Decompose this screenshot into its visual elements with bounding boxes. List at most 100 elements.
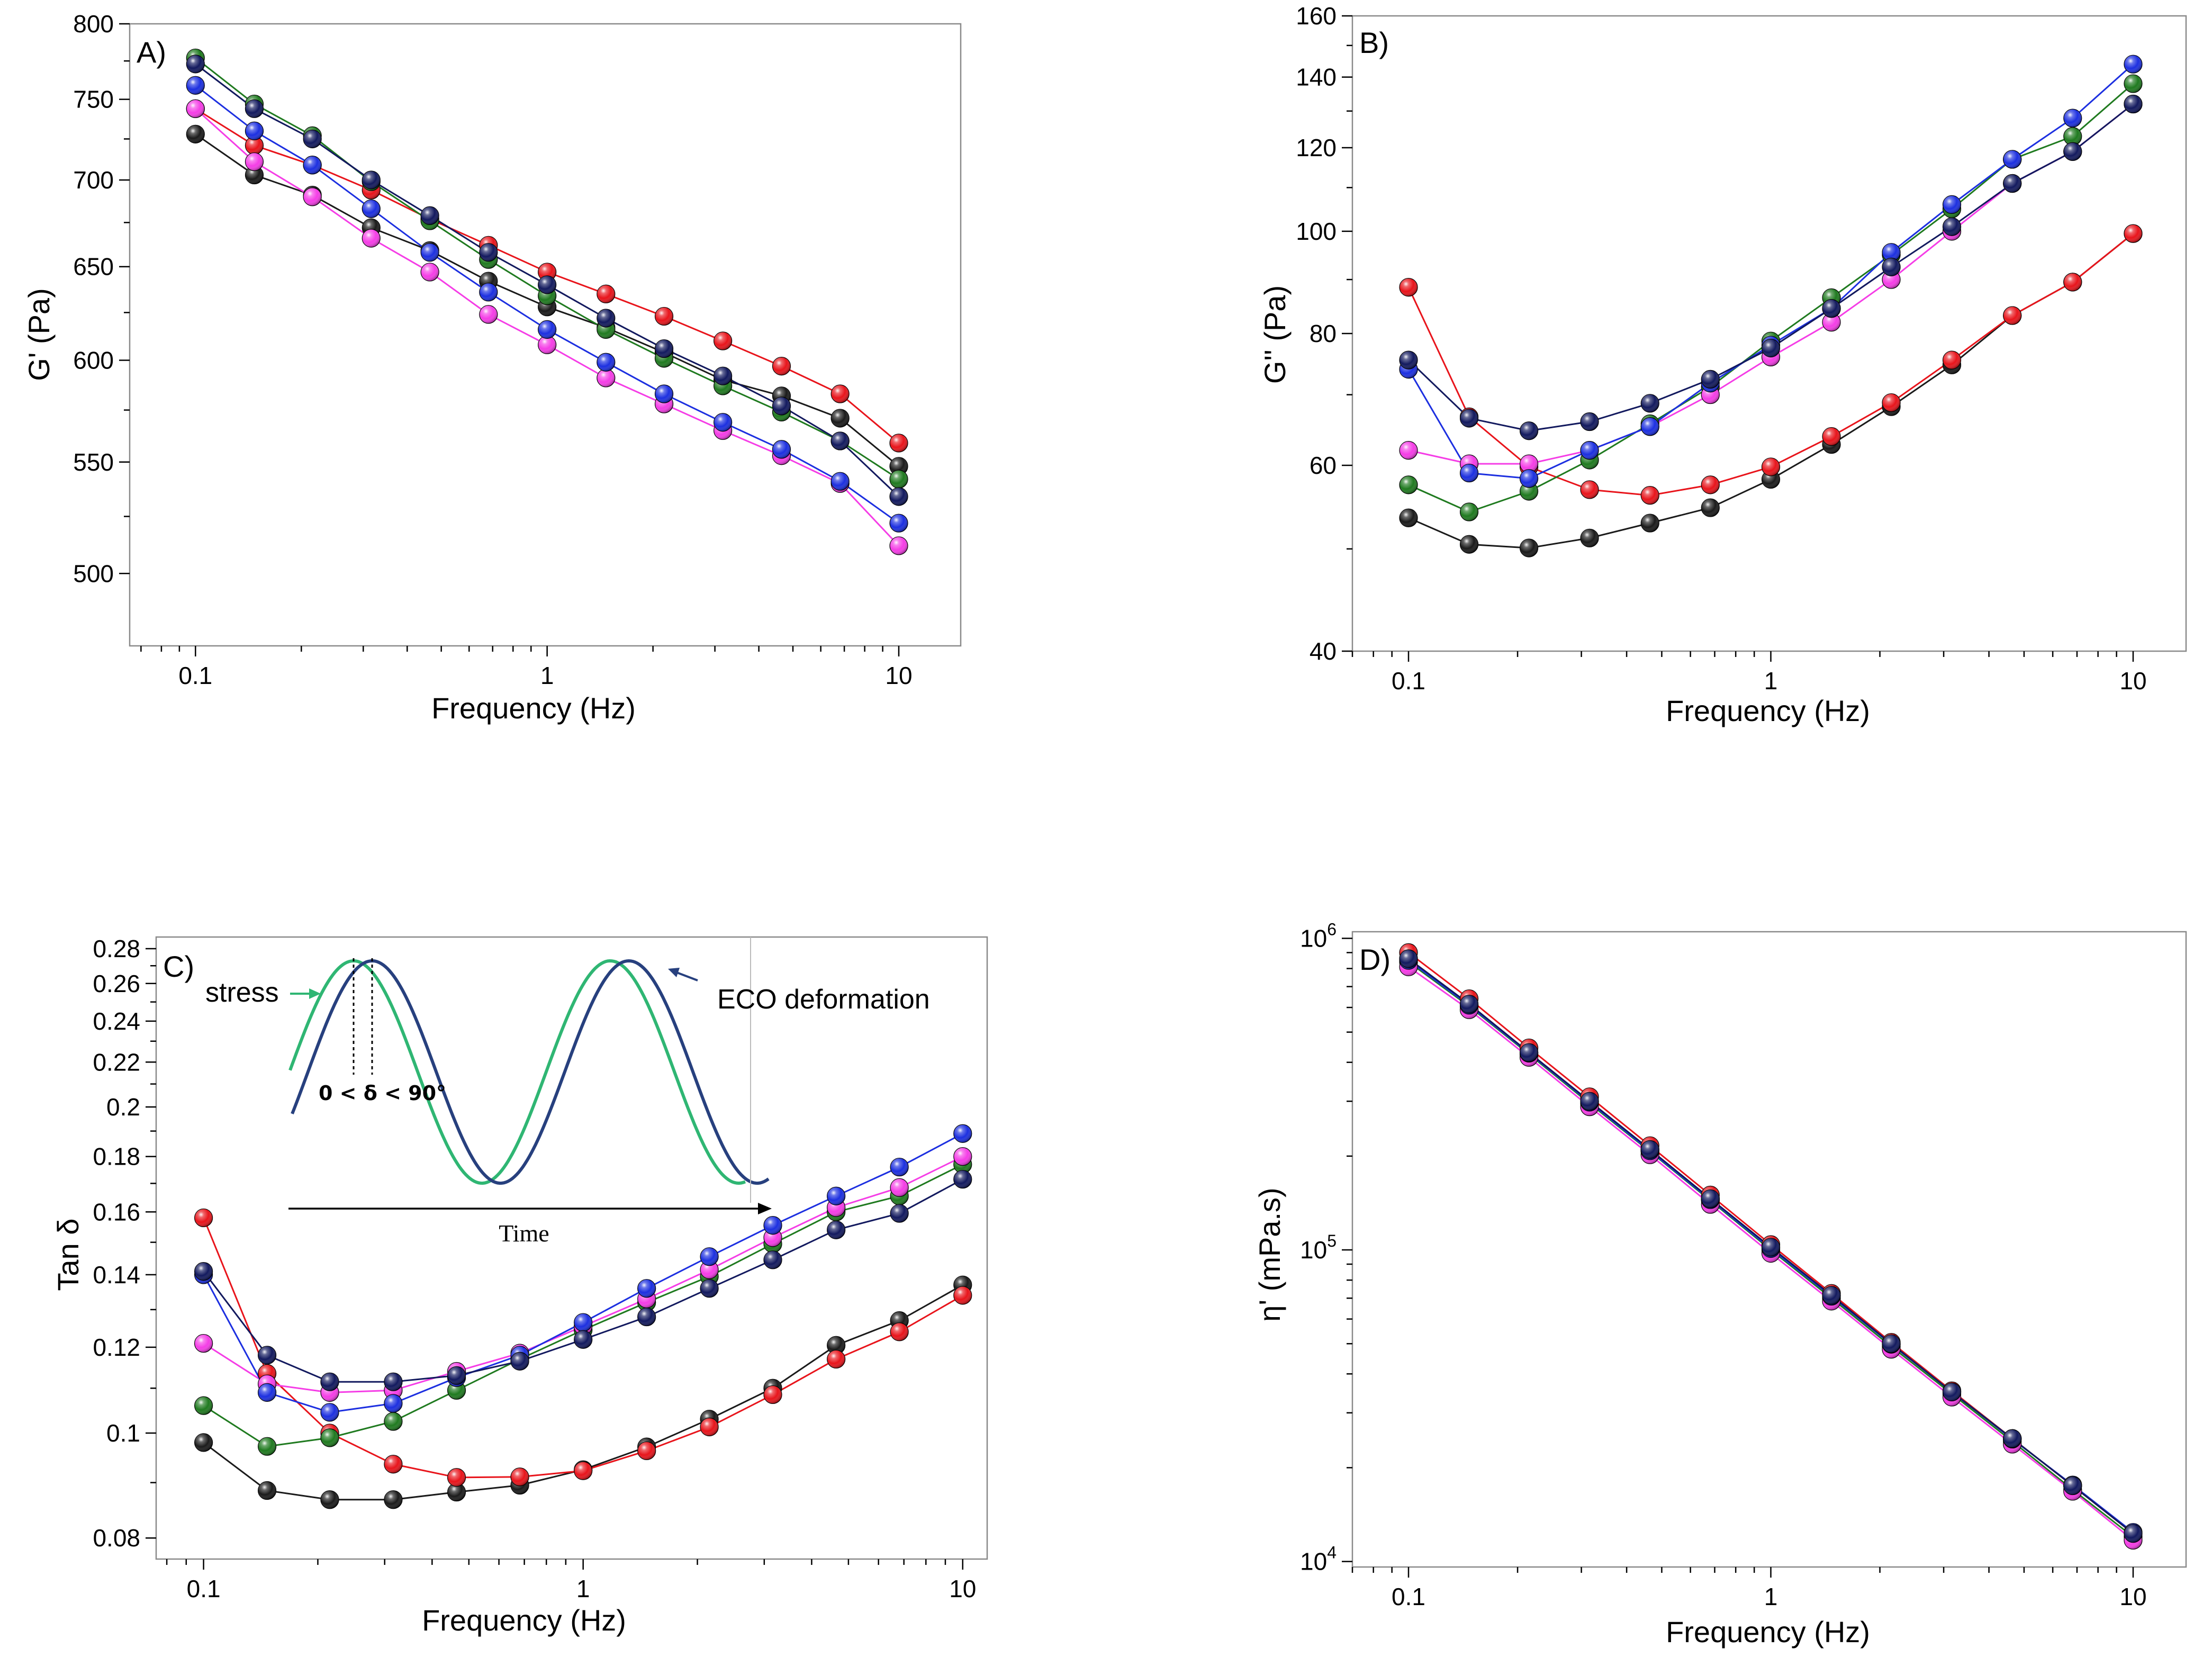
panel-b-point-highlight: [1581, 480, 1599, 499]
panel-c-point-highlight: [700, 1418, 719, 1436]
panel-a-point-highlight: [890, 470, 908, 489]
deformation-label: ECO deformation: [717, 984, 930, 1015]
panel-c-point-highlight: [194, 1334, 213, 1353]
panel-c-point-highlight: [637, 1442, 656, 1460]
panel-c-point-highlight: [320, 1490, 339, 1509]
panel-c-point-highlight: [194, 1209, 213, 1227]
panel-c-x-tick-label: 1: [576, 1575, 590, 1602]
panel-d-point-highlight: [1701, 1190, 1720, 1208]
panel-b-point-highlight: [1943, 218, 1961, 236]
panel-b-point-highlight: [1460, 535, 1478, 554]
panel-b-x-axis-label: Frequency (Hz): [1666, 694, 1870, 727]
panel-c-y-tick-label: 0.26: [93, 970, 140, 997]
panel-c-point-highlight: [320, 1373, 339, 1391]
panel-b-point-highlight: [1882, 258, 1901, 276]
panel-a-point-highlight: [597, 353, 615, 372]
panel-c-series-line-magenta: [203, 1156, 963, 1393]
panel-b-x-tick-label: 10: [2119, 667, 2146, 695]
panel-a-point-highlight: [890, 536, 908, 555]
panel-b-point-highlight: [1943, 195, 1961, 214]
panel-c-point-highlight: [700, 1279, 719, 1298]
panel-a-point-highlight: [890, 514, 908, 533]
panel-b-point-highlight: [1460, 409, 1478, 427]
panel-c-point-highlight: [764, 1250, 782, 1269]
panel-a-point-highlight: [655, 307, 673, 326]
panel-b-point-highlight: [2003, 150, 2021, 168]
panel-c-point-highlight: [320, 1403, 339, 1421]
panel-b-point-highlight: [1701, 370, 1720, 389]
panel-c-axes: 0.1 1 10 0.08 0.1 0.12 0.14 0.16 0.18 0.2 0.22 0.24…: [93, 935, 976, 1602]
panel-b-series: [1399, 55, 2143, 557]
panel-a-point-highlight: [245, 122, 264, 140]
panel-a-point-highlight: [597, 368, 615, 387]
panel-c-y-tick-label: 0.1: [106, 1419, 140, 1447]
panel-d-point-highlight: [2003, 1429, 2021, 1448]
panel-c-label: C): [163, 950, 194, 983]
panel-a-x-tick-label: 10: [885, 662, 912, 689]
panel-d-point-highlight: [1460, 995, 1478, 1013]
panel-a-point-highlight: [890, 487, 908, 506]
panel-c-point-highlight: [258, 1481, 276, 1500]
panel-a-point-highlight: [303, 156, 322, 174]
panel-b-point-highlight: [2063, 127, 2082, 146]
panel-c-y-tick-label: 0.24: [93, 1007, 140, 1035]
panel-c-y-axis-label: Tan δ: [51, 1218, 85, 1291]
panel-b-point-highlight: [1460, 464, 1478, 482]
panel-a-point-highlight: [303, 130, 322, 148]
panel-a-point-highlight: [479, 305, 498, 323]
panel-b-x-tick-label: 0.1: [1392, 667, 1425, 695]
panel-a-y-axis-label: G' (Pa): [22, 288, 56, 381]
panel-b-y-tick-label: 120: [1296, 134, 1337, 161]
panel-a-y-tick-label: 650: [73, 253, 114, 281]
panel-b-y-tick-label: 100: [1296, 218, 1337, 245]
panel-a-point-highlight: [186, 100, 205, 118]
panel-b-point-highlight: [1400, 475, 1418, 494]
panel-c-point-highlight: [953, 1147, 972, 1166]
panel-c-frame: [155, 936, 988, 1560]
panel-c-point-highlight: [890, 1158, 909, 1176]
panel-c-point-highlight: [511, 1352, 529, 1371]
panel-b-point-highlight: [2063, 109, 2082, 128]
panel-b-point-highlight: [1460, 503, 1478, 521]
panel-c-point-highlight: [194, 1262, 213, 1281]
panel-b-point-highlight: [1400, 278, 1418, 296]
panel-c-point-highlight: [637, 1279, 656, 1298]
deformation-pointer: [675, 971, 698, 981]
panel-c-point-highlight: [890, 1322, 909, 1341]
panel-b-point-highlight: [1701, 475, 1720, 494]
panel-d-point-highlight: [1581, 1092, 1599, 1111]
panel-b-point-highlight: [1400, 351, 1418, 370]
panel-a-axes: 0.1 1 10 500 550 600 650 700 750 800: [73, 10, 912, 689]
panel-c-point-highlight: [194, 1433, 213, 1452]
panel-c-series-line-blue: [203, 1132, 963, 1413]
panel-a-point-highlight: [831, 472, 850, 491]
time-label: Time: [499, 1220, 549, 1247]
panel-a-point-highlight: [831, 431, 850, 450]
panel-c-point-highlight: [258, 1346, 276, 1364]
stress-wave-curve: [288, 959, 746, 1185]
panel-b-point-highlight: [1641, 394, 1659, 412]
panel-b-point-highlight: [1520, 482, 1538, 500]
panel-b-point-highlight: [2124, 75, 2142, 93]
panel-a-y-tick-label: 600: [73, 347, 114, 374]
panel-b-series-line-magenta: [1408, 103, 2134, 465]
phase-lag-inset: stress ECO deformation 0 < δ < 90° Time: [205, 937, 930, 1247]
panel-d-point-highlight: [2063, 1476, 2082, 1495]
panel-a-point-highlight: [831, 385, 850, 403]
panel-a-point-highlight: [831, 409, 850, 427]
panel-a-y-tick-label: 700: [73, 166, 114, 194]
panel-c-point-highlight: [953, 1124, 972, 1143]
panel-c-point-highlight: [384, 1490, 402, 1509]
panel-c-y-tick-label: 0.16: [93, 1198, 140, 1226]
panel-a-point-highlight: [538, 336, 556, 354]
panel-c-y-tick-label: 0.18: [93, 1143, 140, 1170]
panel-c-tan-delta: 0.1 1 10 0.08 0.1 0.12 0.14 0.16 0.18 0.2 0.22 0.24…: [51, 935, 988, 1637]
panel-a-point-highlight: [890, 457, 908, 475]
panel-d-x-tick-label: 0.1: [1392, 1583, 1425, 1610]
panel-a-point-highlight: [772, 397, 791, 415]
panel-a-point-highlight: [421, 243, 439, 262]
panel-b-x-tick-label: 1: [1764, 667, 1778, 695]
panel-d-y-tick-label: 104: [1300, 1543, 1337, 1575]
panel-d-point-highlight: [2124, 1524, 2142, 1543]
